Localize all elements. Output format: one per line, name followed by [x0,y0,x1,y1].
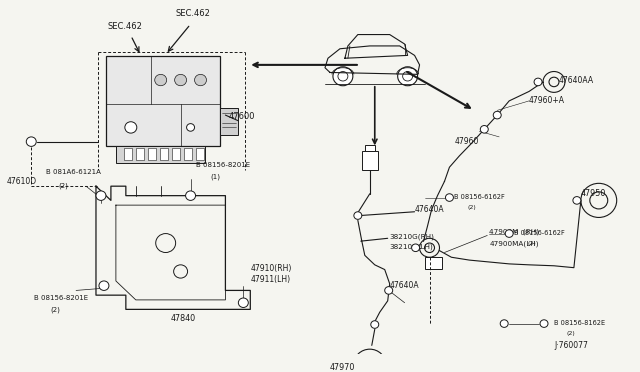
Circle shape [390,360,399,368]
Text: (2): (2) [467,205,476,210]
Circle shape [238,298,248,308]
Bar [116,146,205,163]
Circle shape [125,122,137,133]
Bar [365,145,375,151]
Circle shape [534,78,542,86]
Text: 47970: 47970 [330,363,355,372]
Text: 38210H(LH): 38210H(LH) [390,244,433,250]
Text: J·760077: J·760077 [554,341,588,350]
Text: (2): (2) [567,331,575,336]
Bar [136,148,144,160]
Circle shape [385,287,393,294]
Circle shape [480,125,488,133]
Text: 47600: 47600 [228,112,255,121]
Text: 47911(LH): 47911(LH) [250,275,291,284]
Text: 47960+A: 47960+A [529,96,565,105]
Text: B 08156-6162F: B 08156-6162F [514,230,565,236]
Circle shape [500,320,508,327]
Text: 47900MA(LH): 47900MA(LH) [489,240,539,247]
Circle shape [96,191,106,201]
Circle shape [175,74,187,86]
Text: 47840: 47840 [171,314,196,323]
Bar [106,56,220,146]
Text: 47960: 47960 [455,137,479,146]
Text: 38210G(RH): 38210G(RH) [390,234,435,240]
Text: B 08156-8162E: B 08156-8162E [554,320,605,326]
Text: B 08156-8201E: B 08156-8201E [196,163,250,169]
Circle shape [505,230,513,237]
Circle shape [412,244,420,251]
Bar [172,148,180,160]
Circle shape [195,74,207,86]
Text: B 08156-8201E: B 08156-8201E [35,295,88,301]
Text: 47640A: 47640A [415,205,444,214]
Bar [220,109,238,135]
Bar [124,148,132,160]
Text: 47900M  (RH): 47900M (RH) [489,229,540,235]
Text: 47640AA: 47640AA [559,76,594,85]
Text: (2): (2) [58,182,68,189]
Text: 47950: 47950 [581,189,606,198]
Circle shape [493,111,501,119]
Text: (2): (2) [50,307,60,313]
Bar [184,148,191,160]
Text: (1): (1) [211,174,220,180]
Circle shape [573,197,581,204]
Text: SEC.462: SEC.462 [175,9,211,18]
Bar [196,148,204,160]
Circle shape [186,191,196,201]
Text: B 081A6-6121A: B 081A6-6121A [46,169,101,175]
Bar [424,257,442,269]
Circle shape [333,67,353,86]
Text: 47640A: 47640A [390,281,419,290]
Text: 47910(RH): 47910(RH) [250,264,292,273]
Text: SEC.462: SEC.462 [108,22,143,31]
Circle shape [371,321,379,328]
Bar [160,148,168,160]
Circle shape [397,67,417,86]
Circle shape [354,212,362,219]
Bar [362,151,378,170]
Circle shape [99,281,109,291]
Circle shape [445,194,453,201]
Circle shape [155,74,166,86]
Text: B 08156-6162F: B 08156-6162F [454,194,505,200]
Bar [148,148,156,160]
Circle shape [540,320,548,327]
Text: 47610D: 47610D [6,177,36,186]
Text: (2): (2) [527,241,536,246]
Circle shape [187,124,195,131]
Circle shape [26,137,36,146]
